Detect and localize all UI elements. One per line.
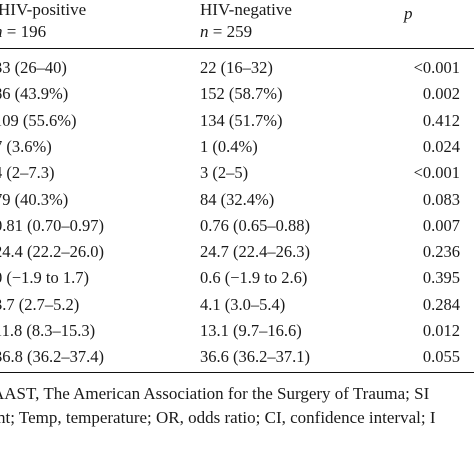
- cell-hiv-negative: 36.6 (36.2–37.1): [200, 347, 310, 366]
- cell-hiv-positive: 0.81 (0.70–0.97): [0, 216, 104, 235]
- bottom-rule: [0, 372, 474, 373]
- cell-p-value: 0.024: [422, 137, 460, 156]
- cell-hiv-negative: 0.6 (−1.9 to 2.6): [200, 268, 308, 287]
- cell-hiv-negative: 22 (16–32): [200, 58, 273, 77]
- cell-hiv-positive: 11.8 (8.3–15.3): [0, 321, 96, 340]
- n-value: = 196: [2, 22, 47, 41]
- footnote-line-2: nt; Temp, temperature; OR, odds ratio; C…: [0, 408, 436, 427]
- cell-hiv-positive: 86 (43.9%): [0, 84, 69, 103]
- column-header-hiv-positive-n: n = 196: [0, 22, 46, 42]
- cell-hiv-positive: 4 (2–7.3): [0, 163, 55, 182]
- cell-p-value: 0.055: [422, 347, 460, 366]
- cell-hiv-positive: 79 (40.3%): [0, 190, 69, 209]
- cell-hiv-positive: 3.7 (2.7–5.2): [0, 295, 80, 314]
- n-variable: n: [200, 22, 209, 41]
- footnote-line-1: AAST, The American Association for the S…: [0, 384, 430, 403]
- cell-hiv-negative: 152 (58.7%): [200, 84, 283, 103]
- cell-hiv-positive: 33 (26–40): [0, 58, 67, 77]
- cell-p-value: 0.007: [422, 216, 460, 235]
- cell-hiv-positive: 36.8 (36.2–37.4): [0, 347, 104, 366]
- column-header-hiv-negative: HIV-negative: [200, 0, 292, 19]
- column-header-hiv-positive: HIV-positive: [0, 0, 87, 19]
- cell-hiv-negative: 134 (51.7%): [200, 111, 283, 130]
- cell-p-value: 0.412: [422, 111, 460, 130]
- cell-hiv-negative: 13.1 (9.7–16.6): [200, 321, 302, 340]
- n-variable: n: [0, 22, 3, 41]
- column-header-hiv-negative-n: n = 259: [200, 22, 252, 42]
- cell-hiv-negative: 3 (2–5): [200, 163, 249, 182]
- cell-p-value: <0.001: [413, 163, 460, 182]
- cell-hiv-negative: 1 (0.4%): [200, 137, 258, 156]
- n-value: = 259: [208, 22, 253, 41]
- cell-p-value: 0.083: [422, 190, 460, 209]
- cell-p-value: 0.012: [422, 321, 460, 340]
- cell-p-value: 0.284: [422, 295, 460, 314]
- cell-hiv-positive: 24.4 (22.2–26.0): [0, 242, 104, 261]
- cell-hiv-negative: 24.7 (22.4–26.3): [200, 242, 310, 261]
- cell-p-value: 0.236: [422, 242, 460, 261]
- cell-p-value: 0.002: [422, 84, 460, 103]
- cell-p-value: <0.001: [413, 58, 460, 77]
- cell-hiv-positive: 7 (3.6%): [0, 137, 52, 156]
- cell-hiv-negative: 0.76 (0.65–0.88): [200, 216, 310, 235]
- header-rule: [0, 48, 474, 49]
- cell-hiv-positive: 0 (−1.9 to 1.7): [0, 268, 90, 287]
- cell-hiv-negative: 84 (32.4%): [200, 190, 275, 209]
- cell-hiv-positive: 109 (55.6%): [0, 111, 77, 130]
- cell-hiv-negative: 4.1 (3.0–5.4): [200, 295, 286, 314]
- cell-p-value: 0.395: [422, 268, 460, 287]
- column-header-p-value: p: [404, 4, 413, 23]
